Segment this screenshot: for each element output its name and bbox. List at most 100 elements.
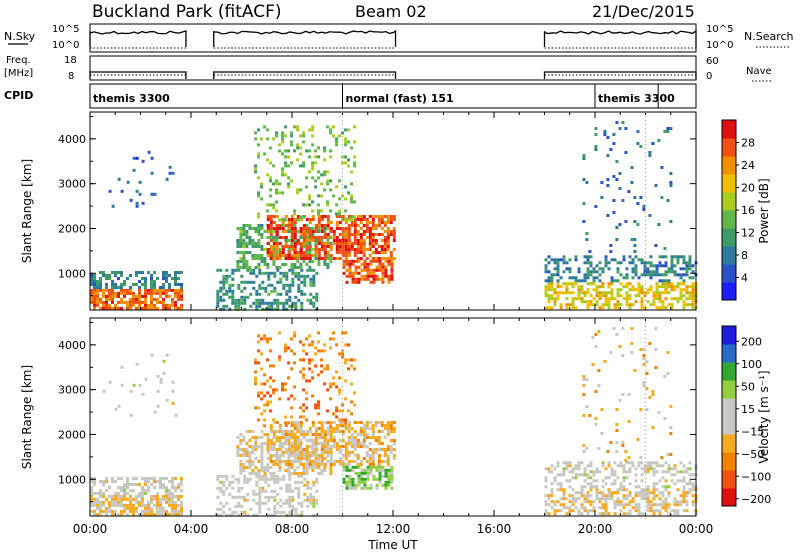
range-cell	[222, 474, 226, 478]
range-cell	[586, 494, 590, 498]
range-cell	[359, 427, 363, 430]
range-cell	[634, 494, 638, 498]
range-cell	[90, 277, 93, 280]
range-cell	[583, 261, 587, 265]
range-cell	[609, 148, 613, 151]
range-cell	[609, 250, 613, 253]
range-cell	[222, 283, 226, 287]
range-cell	[287, 397, 291, 401]
range-cell	[180, 489, 183, 492]
range-cell	[351, 277, 355, 281]
range-cell	[216, 486, 220, 490]
range-cell	[601, 461, 605, 465]
range-cell	[559, 285, 563, 289]
range-cell	[275, 251, 279, 254]
range-cell	[553, 297, 557, 301]
range-cell	[306, 504, 310, 508]
range-cell	[628, 297, 632, 301]
range-cell	[300, 301, 304, 305]
range-cell	[258, 268, 262, 272]
range-cell	[317, 442, 321, 445]
range-cell	[652, 470, 656, 474]
range-cell	[673, 273, 677, 277]
range-cell	[123, 497, 126, 501]
range-cell	[266, 209, 270, 213]
range-cell	[165, 294, 168, 298]
range-cell	[276, 501, 280, 505]
range-cell	[293, 224, 297, 227]
range-cell	[389, 218, 393, 221]
range-cell	[323, 448, 327, 451]
range-cell	[177, 483, 180, 486]
range-cell	[679, 470, 683, 474]
range-cell	[105, 512, 108, 516]
range-cell	[281, 152, 285, 156]
range-cell	[314, 251, 318, 254]
range-cell	[616, 476, 620, 480]
range-cell	[311, 134, 315, 138]
range-cell	[290, 463, 294, 466]
range-cell	[228, 289, 232, 293]
range-cell	[117, 486, 120, 489]
range-cell	[559, 473, 563, 477]
range-cell	[291, 304, 295, 308]
range-cell	[562, 261, 566, 265]
range-cell	[320, 430, 324, 433]
range-cell	[99, 500, 102, 504]
range-cell	[299, 454, 303, 457]
range-cell	[291, 504, 295, 508]
range-cell	[550, 279, 554, 283]
range-cell	[556, 488, 560, 492]
range-cell	[120, 503, 123, 507]
range-cell	[153, 271, 156, 274]
range-cell	[281, 227, 285, 230]
range-cell	[290, 179, 294, 183]
range-cell	[381, 468, 385, 472]
range-cell	[236, 454, 240, 457]
range-cell	[622, 485, 626, 489]
range-cell	[392, 442, 396, 445]
range-cell	[640, 261, 644, 265]
range-cell	[682, 485, 686, 489]
range-cell	[652, 291, 656, 295]
range-cell	[290, 421, 294, 424]
range-cell	[284, 388, 288, 392]
range-cell	[296, 442, 300, 445]
range-cell	[153, 280, 156, 283]
range-cell	[287, 239, 291, 242]
range-cell	[126, 483, 129, 486]
range-cell	[171, 277, 174, 280]
range-cell	[618, 187, 622, 190]
range-cell	[242, 469, 246, 472]
range-cell	[652, 497, 656, 501]
range-cell	[111, 306, 114, 310]
range-cell	[272, 227, 276, 230]
range-cell	[651, 142, 655, 145]
range-cell	[120, 500, 123, 504]
range-cell	[96, 506, 99, 510]
range-cell	[323, 263, 327, 266]
range-cell	[240, 510, 244, 514]
range-cell	[624, 450, 628, 453]
range-cell	[380, 442, 384, 445]
range-cell	[264, 501, 268, 505]
range-cell	[239, 257, 243, 260]
range-cell	[254, 170, 258, 174]
range-cell	[245, 454, 249, 457]
range-cell	[550, 464, 554, 468]
range-cell	[278, 218, 282, 222]
range-cell	[625, 488, 629, 492]
range-cell	[129, 288, 132, 292]
range-cell	[108, 294, 111, 298]
range-cell	[269, 146, 273, 150]
range-cell	[550, 282, 554, 286]
range-cell	[299, 439, 303, 442]
range-cell	[356, 215, 360, 218]
range-cell	[285, 298, 289, 302]
range-cell	[655, 273, 659, 277]
range-cell	[354, 280, 358, 284]
range-cell	[264, 480, 268, 484]
range-cell	[371, 218, 375, 221]
range-cell	[613, 303, 617, 307]
range-cell	[275, 215, 279, 218]
